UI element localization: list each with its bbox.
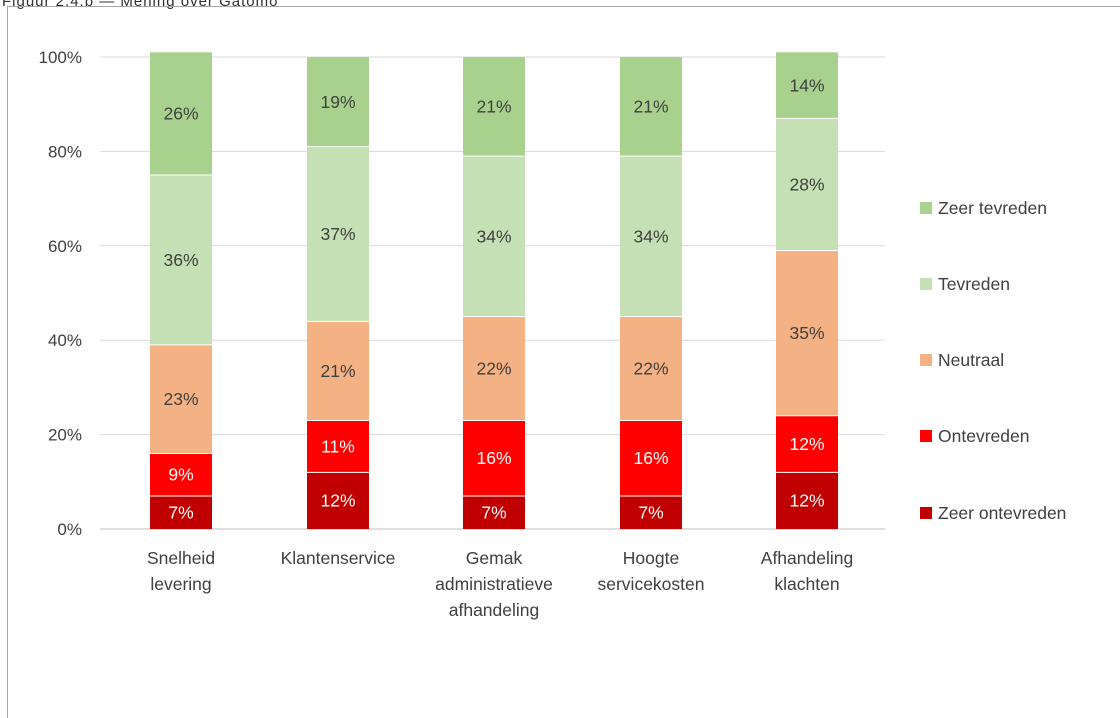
x-category-label: Snelheid levering — [147, 548, 215, 594]
bar-segment — [150, 495, 212, 529]
x-axis-categories: Snelheid levering Klantenservice Gemak admin… — [147, 548, 853, 620]
bar-segment — [776, 472, 838, 529]
data-label: 34% — [633, 226, 668, 246]
data-label: 16% — [633, 448, 668, 468]
data-label: 12% — [789, 434, 824, 454]
data-label: 14% — [789, 75, 824, 95]
bar-segment — [307, 472, 369, 529]
data-label: 22% — [633, 359, 668, 379]
data-label: 21% — [633, 97, 668, 117]
legend-swatch — [920, 507, 932, 519]
y-tick-label: 100% — [39, 48, 82, 67]
bar-segment — [150, 453, 212, 496]
data-label: 37% — [320, 224, 355, 244]
figure-caption: Figuur 2.4.b — Mening over Gatomo — [2, 0, 279, 10]
bars — [150, 52, 838, 529]
legend-swatch — [920, 430, 932, 442]
y-tick-label: 20% — [48, 426, 82, 445]
legend-swatch — [920, 354, 932, 366]
data-label: 35% — [789, 323, 824, 343]
data-label: 12% — [320, 491, 355, 511]
data-label: 7% — [481, 502, 506, 522]
bar-segment — [463, 420, 525, 496]
bar-segment — [776, 52, 838, 119]
data-labels: 7% 9% 23% 36% 26% 12% 11% 21% 37% 19% 7% 16% 22% 34% 2… — [163, 75, 824, 522]
bar-segment — [463, 156, 525, 317]
y-tick-label: 60% — [48, 237, 82, 256]
data-label: 22% — [476, 359, 511, 379]
bar-segment — [150, 52, 212, 175]
legend-label: Neutraal — [938, 350, 1004, 370]
bar-segment — [307, 146, 369, 322]
x-category-label: Afhandeling klachten — [761, 548, 853, 594]
data-label: 23% — [163, 389, 198, 409]
x-category-label: Hoogte servicekosten — [598, 548, 705, 594]
data-label: 36% — [163, 250, 198, 270]
y-tick-label: 40% — [48, 331, 82, 350]
legend-label: Tevreden — [938, 274, 1010, 294]
legend-label: Ontevreden — [938, 426, 1029, 446]
bar-segment — [620, 156, 682, 317]
data-label: 26% — [163, 104, 198, 124]
bar-segment — [307, 57, 369, 147]
bar-segment — [463, 57, 525, 157]
bar-segment — [620, 495, 682, 529]
x-category-label: Gemak administratieve afhandeling — [435, 548, 553, 620]
data-label: 9% — [168, 465, 193, 485]
bar-segment — [307, 321, 369, 421]
data-label: 21% — [476, 97, 511, 117]
legend-swatch — [920, 278, 932, 290]
legend: Zeer tevreden Tevreden Neutraal Ontevreden Z… — [920, 198, 1066, 523]
data-label: 34% — [476, 226, 511, 246]
bar-segment — [150, 175, 212, 345]
bar-segment — [620, 57, 682, 157]
bar-segment — [463, 316, 525, 421]
y-axis-ticks: 0% 20% 40% 60% 80% 100% — [39, 48, 82, 539]
data-label: 16% — [476, 448, 511, 468]
data-label: 7% — [638, 502, 663, 522]
data-label: 28% — [789, 174, 824, 194]
bar-segment — [776, 415, 838, 473]
data-label: 19% — [320, 92, 355, 112]
legend-label: Zeer ontevreden — [938, 503, 1066, 523]
data-label: 11% — [321, 436, 355, 456]
bar-segment — [463, 495, 525, 529]
bar-segment — [776, 118, 838, 251]
legend-swatch — [920, 202, 932, 214]
data-label: 21% — [320, 361, 355, 381]
data-label: 12% — [789, 491, 824, 511]
bar-segment — [776, 250, 838, 416]
bar-segment — [150, 344, 212, 454]
y-tick-label: 0% — [57, 520, 82, 539]
data-label: 7% — [168, 502, 193, 522]
bar-segment — [620, 316, 682, 421]
bar-segment — [620, 420, 682, 496]
y-tick-label: 80% — [48, 142, 82, 161]
bar-segment — [307, 420, 369, 473]
x-category-label: Klantenservice — [281, 548, 396, 568]
chart-frame — [7, 6, 1120, 718]
legend-label: Zeer tevreden — [938, 198, 1047, 218]
